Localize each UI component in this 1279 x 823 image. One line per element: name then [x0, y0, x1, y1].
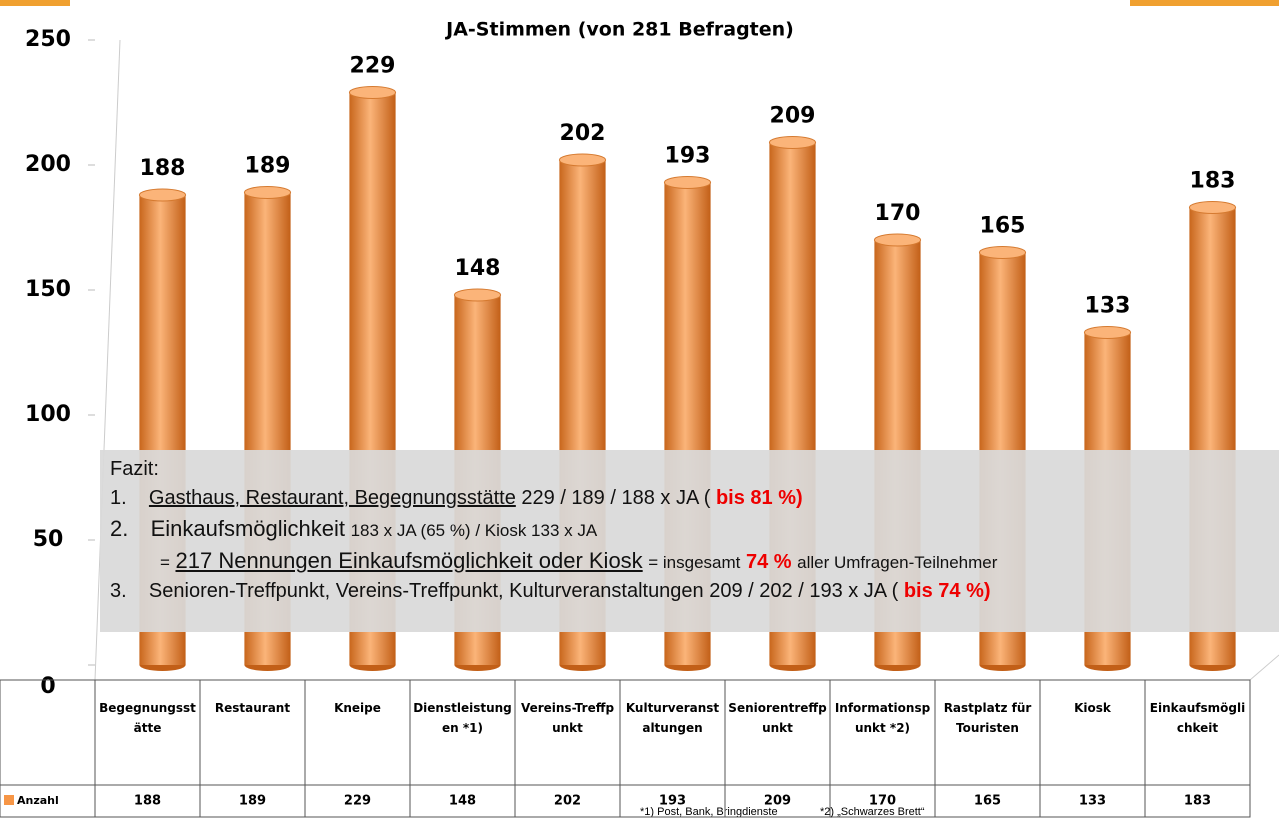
y-tick-label: 100 [25, 402, 71, 427]
summary-heading: Fazit: [110, 458, 159, 480]
summary-text: = insgesamt [648, 553, 741, 572]
value-label: 188 [140, 156, 186, 181]
summary-text: 183 x JA (65 %) / Kiosk 133 x JA [350, 521, 598, 540]
x-tick-label: Informationspunkt *2) [834, 701, 931, 735]
category-cell: Informationspunkt *2) [834, 701, 931, 735]
value-label: 133 [1085, 294, 1131, 319]
category-cell: Einkaufsmöglichkeit [1149, 701, 1246, 735]
summary-line: 2. Einkaufsmöglichkeit 183 x JA (65 %) /… [110, 516, 1279, 542]
summary-text: = [160, 553, 170, 572]
summary-line: 1. Gasthaus, Restaurant, Begegnungsstätt… [110, 487, 1279, 510]
bar-top [768, 136, 817, 149]
summary-text: 229 / 189 / 188 x JA ( [521, 487, 711, 509]
summary-text: 3. [110, 580, 127, 602]
value-label: 170 [875, 201, 921, 226]
table-value: 148 [449, 794, 476, 809]
y-tick-label: 50 [33, 527, 64, 552]
summary-text: Gasthaus, Restaurant, Begegnungsstätte [148, 487, 516, 509]
x-tick-label: Begegnungsstätte [99, 701, 196, 735]
bar-top [873, 233, 922, 247]
summary-text: Senioren-Treffpunkt, Vereins-Treffpunkt,… [148, 580, 704, 602]
footnote: *1) Post, Bank, Bringdienste [640, 806, 778, 818]
y-tick-label: 200 [25, 152, 71, 177]
y-tick-label: 150 [25, 277, 71, 302]
bar-top [978, 246, 1027, 259]
category-cell: Seniorentreffpunkt [728, 701, 827, 735]
category-cell: Rastplatz für Touristen [943, 701, 1032, 735]
value-label: 202 [560, 121, 606, 146]
category-cell: Kiosk [1074, 701, 1111, 715]
y-tick-label: 250 [25, 27, 71, 52]
bar-top [663, 176, 712, 189]
category-cell: Restaurant [214, 701, 291, 715]
summary-text: 217 Nennungen Einkaufsmöglichkeit oder K… [175, 548, 643, 573]
table-value: 133 [1079, 794, 1106, 809]
table-value: 165 [974, 794, 1001, 809]
category-cell: Kneipe [334, 701, 381, 715]
x-tick-label: Rastplatz für Touristen [943, 701, 1032, 735]
x-tick-label: Restaurant [214, 701, 291, 715]
summary-text: Einkaufsmöglichkeit [150, 516, 346, 541]
legend-label: Anzahl [17, 794, 59, 807]
data-table [0, 679, 1251, 818]
value-label: 209 [770, 104, 816, 129]
table-value: 229 [344, 794, 371, 809]
axis-wall [94, 39, 121, 681]
category-cell: Begegnungsstätte [99, 701, 196, 735]
corner-decor [1130, 0, 1279, 6]
category-cell: Vereins-Treffpunkt [520, 701, 615, 735]
x-tick-label: Kneipe [334, 701, 381, 715]
summary-box: Fazit: 1. Gasthaus, Restaurant, Begegnung… [100, 450, 1279, 632]
table-value: 183 [1184, 794, 1211, 809]
value-label: 148 [455, 256, 501, 281]
x-tick-label: Vereins-Treffpunkt [520, 701, 615, 735]
summary-text: bis 81 % [715, 487, 797, 509]
table-value: 193 [659, 794, 686, 809]
summary-text: 209 / 202 / 193 x JA ( [709, 580, 899, 602]
summary-line: 3. Senioren-Treffpunkt, Vereins-Treffpun… [110, 580, 1279, 603]
bar-top [138, 188, 187, 202]
x-tick-label: Einkaufsmöglichkeit [1149, 701, 1246, 735]
summary-text: 1. [110, 487, 127, 509]
bar-top [243, 186, 292, 199]
x-tick-label: Dienstleistungen *1) [413, 701, 512, 735]
table-value: 170 [869, 794, 896, 809]
table-value: 189 [239, 794, 266, 809]
x-tick-label: Seniorentreffpunkt [728, 701, 827, 735]
value-label: 229 [350, 54, 396, 79]
bar-top [453, 288, 502, 302]
summary-line: = 217 Nennungen Einkaufsmöglichkeit oder… [110, 548, 1279, 574]
y-tick-label: 0 [40, 674, 55, 699]
x-tick-label: Kulturveranstaltungen [625, 701, 720, 735]
summary-text: 74 % [745, 551, 792, 573]
corner-decor [0, 0, 70, 6]
chart-title: JA-Stimmen (von 281 Befragten) [444, 19, 794, 41]
bar-top [1188, 201, 1237, 214]
summary-text: bis 74 % [903, 580, 984, 602]
summary-text: 2. [110, 516, 129, 541]
table-value: 188 [134, 794, 161, 809]
legend-swatch [4, 795, 14, 805]
bar-top [558, 153, 607, 167]
category-cell: Dienstleistungen *1) [413, 701, 512, 735]
summary-text: ) [796, 487, 803, 509]
table-value: 209 [764, 794, 791, 809]
value-label: 165 [980, 214, 1026, 239]
x-tick-label: Kiosk [1074, 701, 1111, 715]
value-label: 183 [1190, 169, 1236, 194]
bar-top [348, 86, 397, 99]
value-label: 189 [245, 154, 291, 179]
footnote: *2) „Schwarzes Brett“ [820, 806, 925, 818]
category-cell: Kulturveranstaltungen [625, 701, 720, 735]
bar-top [1083, 326, 1132, 339]
table-value: 202 [554, 794, 581, 809]
summary-text: ) [983, 580, 991, 602]
summary-text: aller Umfragen-Teilnehmer [797, 553, 998, 572]
value-label: 193 [665, 144, 711, 169]
